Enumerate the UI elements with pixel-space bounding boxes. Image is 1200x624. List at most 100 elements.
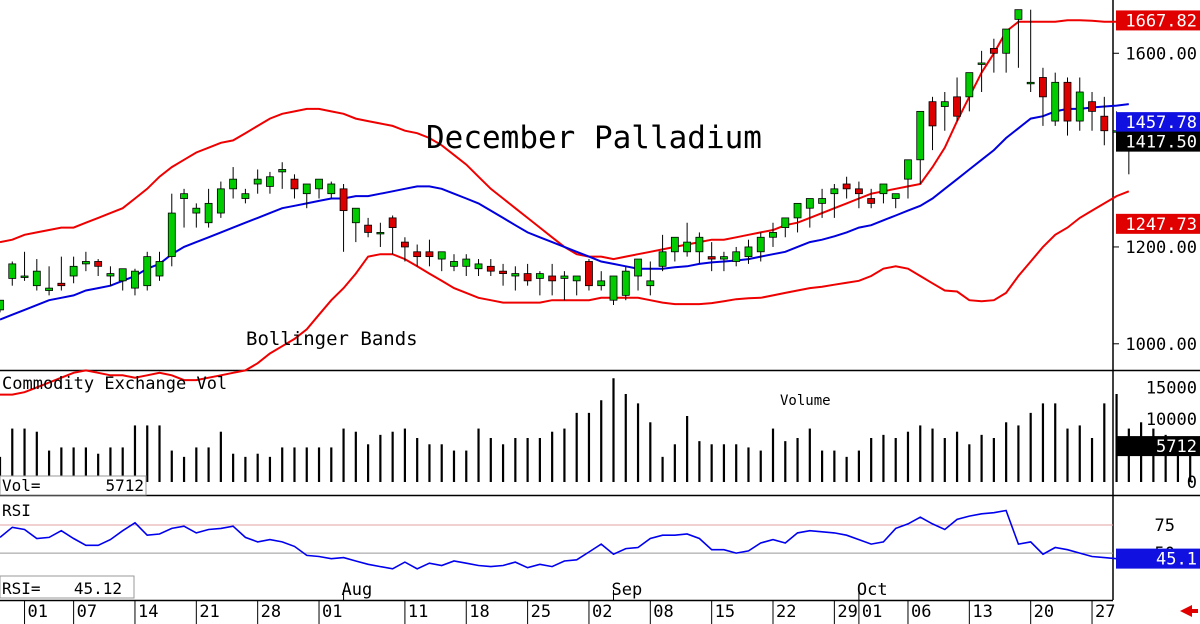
- candle-body: [928, 101, 937, 127]
- candle-body: [511, 273, 520, 277]
- candle-body: [388, 217, 397, 228]
- vol-readout-box: [0, 475, 147, 496]
- candle-body: [842, 183, 851, 190]
- bollinger-label: Bollinger Bands: [246, 328, 418, 350]
- date-tick-label: 18: [469, 602, 489, 622]
- candle-body: [523, 273, 532, 282]
- candle-body: [548, 275, 557, 282]
- candle-body: [940, 101, 949, 107]
- date-tick-label: 06: [911, 602, 931, 622]
- date-axis-ticks: 01 07 14 21 28 01 11 18 25 02 08 15 22 29 01 06 13 20 27: [24, 600, 1116, 624]
- candle-body: [707, 256, 716, 260]
- volume-label: Volume: [780, 393, 831, 409]
- candle-body: [879, 183, 888, 195]
- date-tick-label: 01: [28, 602, 48, 622]
- price-tag: 1417.50: [1125, 133, 1197, 153]
- candle-body: [339, 188, 348, 212]
- candle-body: [315, 178, 323, 190]
- rsi-series-line: [0, 509, 1117, 570]
- date-tick-label: 08: [653, 602, 673, 622]
- date-tick-label: 01: [322, 602, 342, 622]
- date-tick-label: 22: [776, 602, 796, 622]
- price-tick-label: 1200.00: [1125, 238, 1197, 258]
- rsi-tick-label: 75: [1155, 516, 1175, 536]
- middle-band-line: [0, 103, 1129, 321]
- candle-body: [695, 236, 704, 253]
- price-tag: 1457.78: [1125, 113, 1197, 133]
- candle-body: [560, 275, 569, 279]
- candle-body: [45, 287, 53, 291]
- candle-body: [634, 258, 642, 277]
- date-tick-label: 25: [531, 602, 551, 622]
- price-tick-label: 1600.00: [1125, 44, 1197, 64]
- candle-body: [965, 72, 974, 98]
- volume-tag-box: [1116, 436, 1200, 457]
- candle-body: [474, 263, 483, 270]
- candle-body: [1014, 9, 1023, 20]
- candle-body: [155, 261, 164, 277]
- candle-body: [57, 282, 66, 287]
- rsi-tag-box: [1116, 548, 1200, 569]
- volume-tick-label: 0: [1187, 473, 1197, 493]
- candle-body: [290, 178, 299, 190]
- candle-body: [855, 188, 863, 195]
- candle-body: [204, 202, 213, 224]
- candle-body: [81, 261, 90, 265]
- candle-body: [1063, 81, 1072, 122]
- candle-body: [118, 268, 127, 282]
- price-tag: 1247.73: [1125, 215, 1197, 235]
- rsi-tag: 45.1: [1156, 550, 1197, 570]
- candle-body: [658, 251, 667, 267]
- candle-body: [192, 207, 201, 214]
- candle-body: [413, 251, 422, 258]
- month-labels: Aug Sep Oct: [342, 580, 888, 600]
- candle-body: [364, 224, 373, 233]
- vol-readout-label: Vol=: [2, 476, 41, 495]
- candle-body: [818, 198, 826, 204]
- candle-body: [1002, 28, 1011, 54]
- volume-axis-ticks: 15000 10000 0: [1146, 379, 1197, 493]
- candle-body: [646, 280, 655, 287]
- candle-body: [376, 232, 385, 235]
- candle-body: [8, 263, 17, 279]
- candle-body: [1051, 81, 1060, 122]
- scroll-left-arrow-icon[interactable]: [1180, 605, 1192, 617]
- chart-title: December Palladium: [426, 120, 762, 156]
- candle-body: [32, 270, 41, 287]
- candle-body: [143, 256, 152, 287]
- scroll-left-arrow-tail-icon[interactable]: [1192, 609, 1198, 613]
- candle-body: [1026, 81, 1035, 85]
- candle-body: [131, 270, 139, 289]
- price-axis-ticks: 1000.00 1200.00 1600.00: [1113, 44, 1197, 355]
- candle-body: [585, 261, 593, 287]
- date-tick-label: 21: [199, 602, 219, 622]
- rsi-readout-label: RSI=: [2, 579, 41, 598]
- candle-body: [302, 183, 311, 195]
- candle-body: [69, 265, 78, 277]
- volume-panel-title: Commodity Exchange Vol: [2, 374, 227, 394]
- volume-tick-label: 10000: [1146, 410, 1197, 430]
- candle-body: [805, 198, 814, 209]
- volume-tag: 5712: [1156, 437, 1197, 457]
- vol-readout-value: 5712: [105, 476, 144, 495]
- candle-body: [229, 178, 238, 190]
- candle-body: [20, 275, 29, 278]
- candle-body: [670, 236, 679, 253]
- month-label: Aug: [342, 580, 373, 600]
- candle-body: [106, 273, 115, 277]
- candle-body: [437, 251, 446, 260]
- date-tick-label: 20: [1034, 602, 1054, 622]
- volume-tick-label: 15000: [1146, 379, 1197, 399]
- date-tick-label: 14: [138, 602, 158, 622]
- candle-body: [0, 299, 4, 311]
- candle-body: [904, 159, 912, 180]
- candle-body: [535, 273, 544, 279]
- candle-body: [401, 241, 409, 248]
- candle-body: [216, 188, 225, 214]
- candle-body: [621, 270, 630, 296]
- month-label: Oct: [857, 580, 888, 600]
- candle-body: [1100, 115, 1109, 132]
- candle-body: [756, 236, 765, 253]
